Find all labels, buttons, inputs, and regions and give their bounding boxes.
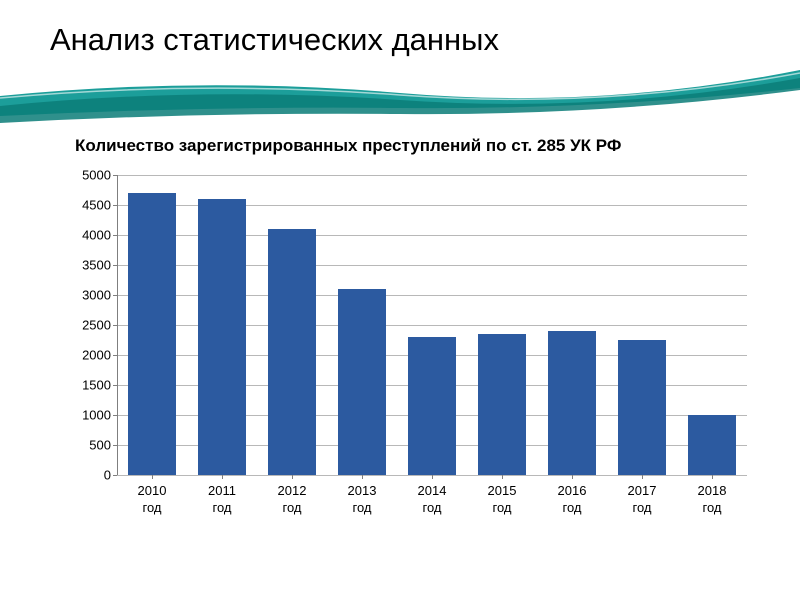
x-tick-label: 2017год [607,475,677,517]
bar [548,331,596,475]
y-tick-label: 1500 [82,378,111,393]
x-tick-mark [222,475,223,479]
y-tick-label: 4500 [82,198,111,213]
bar [268,229,316,475]
bar-slot [607,175,677,475]
y-tick-label: 1000 [82,408,111,423]
y-tick-label: 2000 [82,348,111,363]
x-tick-label: 2015год [467,475,537,517]
bar [478,334,526,475]
x-tick-mark [152,475,153,479]
y-tick-label: 2500 [82,318,111,333]
y-tick-label: 3000 [82,288,111,303]
y-axis: 0500100015002000250030003500400045005000 [75,175,117,475]
x-tick-mark [432,475,433,479]
bar-slot [677,175,747,475]
chart-title: Количество зарегистрированных преступлен… [75,135,745,157]
bar [338,289,386,475]
bar-slot [397,175,467,475]
x-tick-mark [712,475,713,479]
slide-title: Анализ статистических данных [50,22,499,58]
y-tick-label: 0 [104,468,111,483]
bar-slot [467,175,537,475]
bar [198,199,246,475]
x-tick-mark [642,475,643,479]
x-tick-label: 2013год [327,475,397,517]
x-tick-label: 2016год [537,475,607,517]
plot-area: 0500100015002000250030003500400045005000 [117,175,747,475]
x-tick-mark [292,475,293,479]
bar-chart: Количество зарегистрированных преступлен… [75,135,745,545]
bar-slot [187,175,257,475]
bar [618,340,666,475]
x-tick-mark [362,475,363,479]
x-tick-label: 2012год [257,475,327,517]
bar [688,415,736,475]
x-tick-label: 2018год [677,475,747,517]
bar-slot [537,175,607,475]
x-tick-mark [502,475,503,479]
bar [128,193,176,475]
bar-slot [257,175,327,475]
x-tick-label: 2014год [397,475,467,517]
y-tick-label: 500 [89,438,111,453]
bar-slot [117,175,187,475]
x-tick-label: 2010год [117,475,187,517]
bars-group [117,175,747,475]
x-tick-label: 2011год [187,475,257,517]
decorative-swoosh [0,68,800,138]
y-tick-label: 5000 [82,168,111,183]
bar-slot [327,175,397,475]
y-tick-label: 3500 [82,258,111,273]
bar [408,337,456,475]
x-axis: 2010год2011год2012год2013год2014год2015г… [117,475,747,517]
y-tick-label: 4000 [82,228,111,243]
x-tick-mark [572,475,573,479]
